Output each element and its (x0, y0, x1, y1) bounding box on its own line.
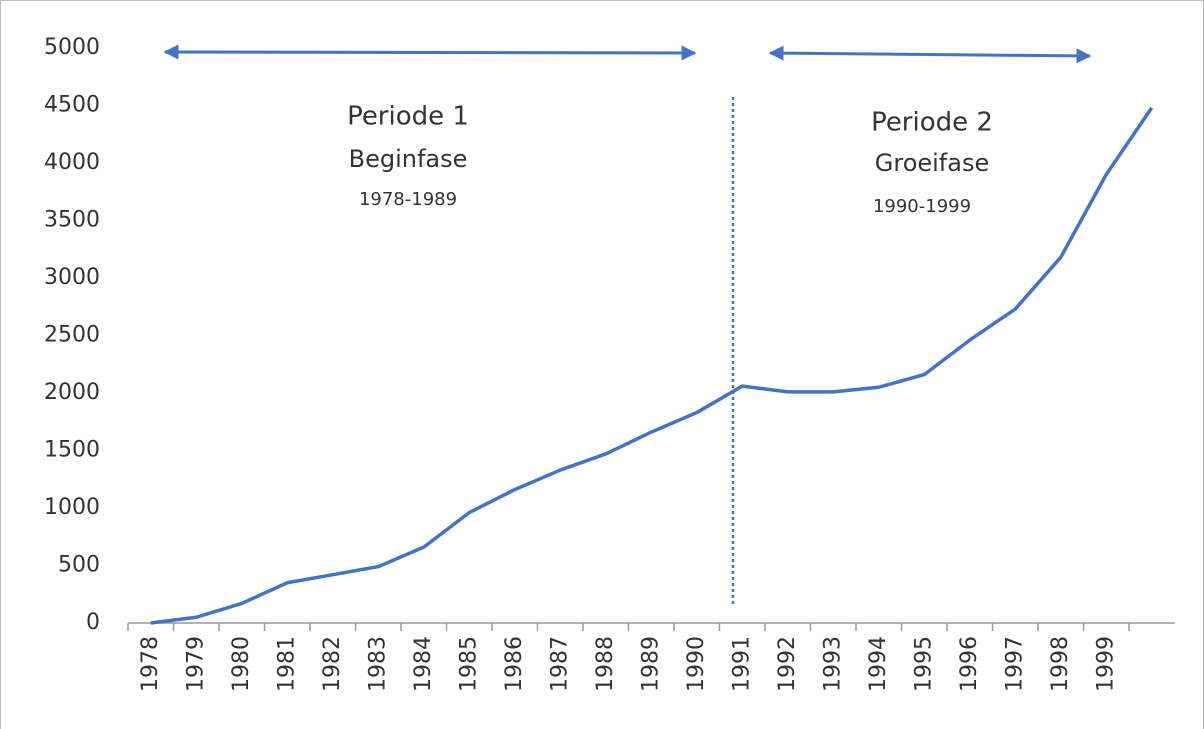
x-tick-label: 1985 (456, 636, 481, 692)
x-tick-label: 1981 (274, 636, 299, 692)
x-tick-label: 1980 (229, 636, 254, 692)
x-tick-label: 1992 (775, 636, 800, 692)
x-tick-label: 1993 (820, 636, 845, 692)
annotation: Periode 2 (871, 108, 993, 138)
x-tick-label: 1994 (866, 636, 891, 692)
y-tick-label: 500 (58, 553, 100, 578)
x-tick-label: 1997 (1002, 636, 1027, 692)
period-arrow (768, 45, 1092, 64)
annotation: 1990-1999 (873, 196, 971, 217)
x-tick-label: 1982 (320, 636, 345, 692)
x-tick-label: 1998 (1048, 636, 1073, 692)
y-tick-label: 4500 (44, 93, 100, 118)
annotation: 1978-1989 (359, 189, 457, 210)
x-tick-label: 1996 (957, 636, 982, 692)
y-tick-label: 5000 (44, 35, 100, 60)
x-tick-label: 1990 (684, 636, 709, 692)
annotation: Beginfase (349, 145, 468, 173)
y-tick-label: 3500 (44, 208, 100, 233)
y-tick-label: 1500 (44, 438, 100, 463)
x-tick-label: 1984 (411, 636, 436, 692)
y-tick-label: 1000 (44, 495, 100, 520)
x-tick-label: 1999 (1093, 636, 1118, 692)
period-arrow (163, 44, 697, 61)
y-tick-label: 4000 (44, 150, 100, 175)
x-tick-label: 1987 (547, 636, 572, 692)
x-tick-label: 1989 (638, 636, 663, 692)
y-tick-label: 2000 (44, 380, 100, 405)
annotation: Groeifase (875, 149, 989, 177)
y-tick-label: 3000 (44, 265, 100, 290)
x-tick-label: 1983 (365, 636, 390, 692)
x-tick-label: 1978 (138, 636, 163, 692)
y-tick-label: 0 (86, 610, 100, 635)
x-tick-label: 1986 (502, 636, 527, 692)
data-line (150, 106, 1154, 625)
y-tick-label: 2500 (44, 323, 100, 348)
x-tick-label: 1991 (729, 636, 754, 692)
annotation: Periode 1 (347, 102, 469, 132)
x-tick-label: 1995 (911, 636, 936, 692)
x-tick-label: 1979 (183, 636, 208, 692)
x-tick-label: 1988 (593, 636, 618, 692)
